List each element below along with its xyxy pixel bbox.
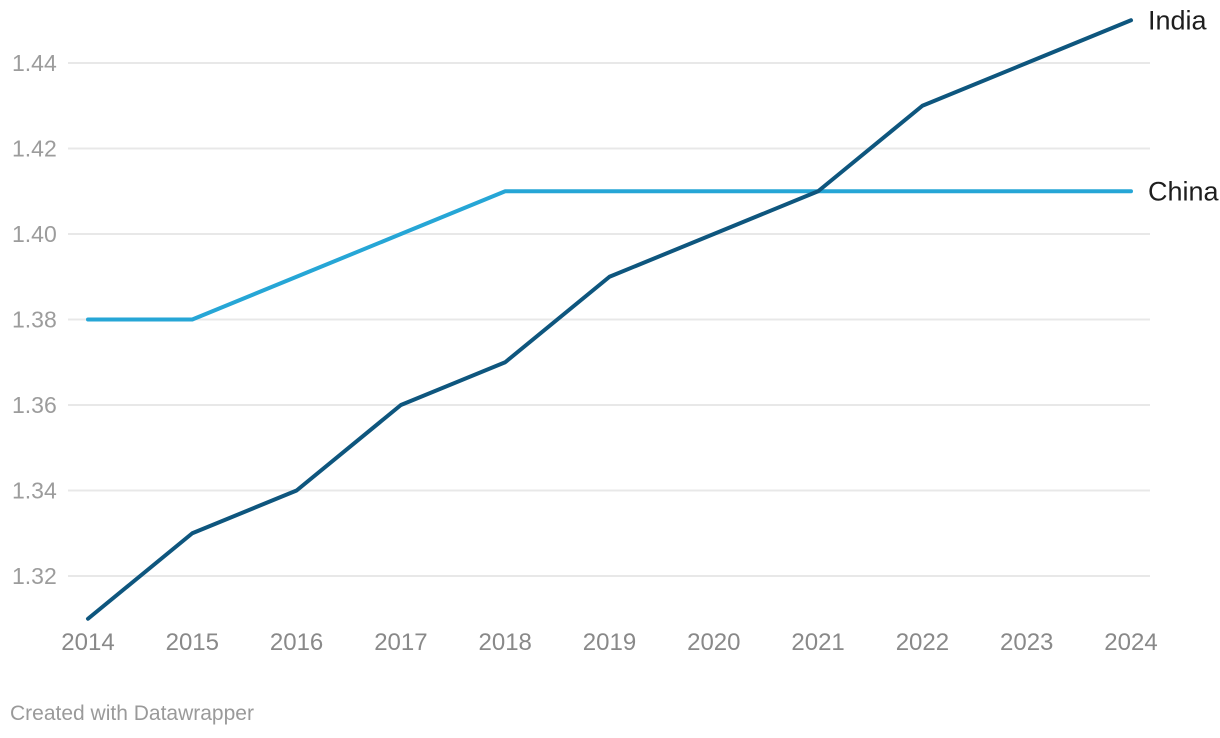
x-tick-label: 2015 bbox=[166, 629, 219, 656]
x-tick-label: 2014 bbox=[61, 629, 114, 656]
y-tick-label: 1.34 bbox=[12, 478, 57, 504]
y-tick-label: 1.42 bbox=[12, 136, 57, 162]
series-line-china bbox=[86, 189, 1133, 322]
x-tick-label: 2017 bbox=[374, 629, 427, 656]
x-tick-label: 2023 bbox=[1000, 629, 1053, 656]
series-label-china: China bbox=[1148, 176, 1220, 206]
x-tick-label: 2024 bbox=[1104, 629, 1157, 656]
x-tick-label: 2018 bbox=[479, 629, 532, 656]
x-tick-label: 2021 bbox=[791, 629, 844, 656]
y-tick-label: 1.32 bbox=[12, 563, 57, 589]
y-tick-label: 1.40 bbox=[12, 221, 57, 247]
series-line-india bbox=[86, 18, 1133, 621]
x-tick-label: 2022 bbox=[896, 629, 949, 656]
x-tick-label: 2019 bbox=[583, 629, 636, 656]
series-label-india: India bbox=[1148, 5, 1208, 35]
y-tick-label: 1.36 bbox=[12, 392, 57, 418]
attribution-credit: Created with Datawrapper bbox=[10, 702, 254, 725]
y-tick-label: 1.38 bbox=[12, 307, 57, 333]
x-tick-label: 2020 bbox=[687, 629, 740, 656]
x-tick-label: 2016 bbox=[270, 629, 323, 656]
y-tick-label: 1.44 bbox=[12, 50, 57, 76]
